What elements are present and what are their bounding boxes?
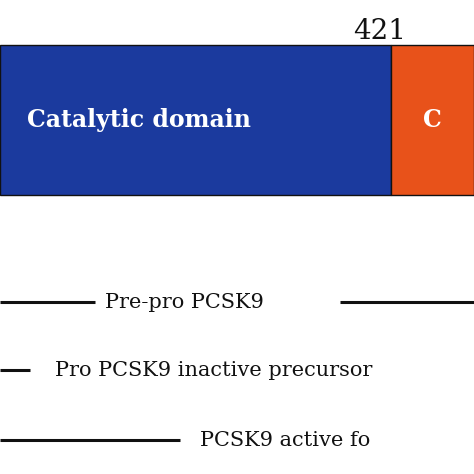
Text: C: C [423, 108, 442, 132]
Bar [391, 45, 474, 195]
Text: PCSK9 active fo: PCSK9 active fo [200, 430, 370, 449]
Text: Catalytic domain: Catalytic domain [27, 108, 251, 132]
Text: Pro PCSK9 inactive precursor: Pro PCSK9 inactive precursor [55, 361, 373, 380]
Text: Pre-pro PCSK9: Pre-pro PCSK9 [105, 292, 264, 311]
Bar [0, 45, 391, 195]
Text: 421: 421 [353, 18, 406, 45]
